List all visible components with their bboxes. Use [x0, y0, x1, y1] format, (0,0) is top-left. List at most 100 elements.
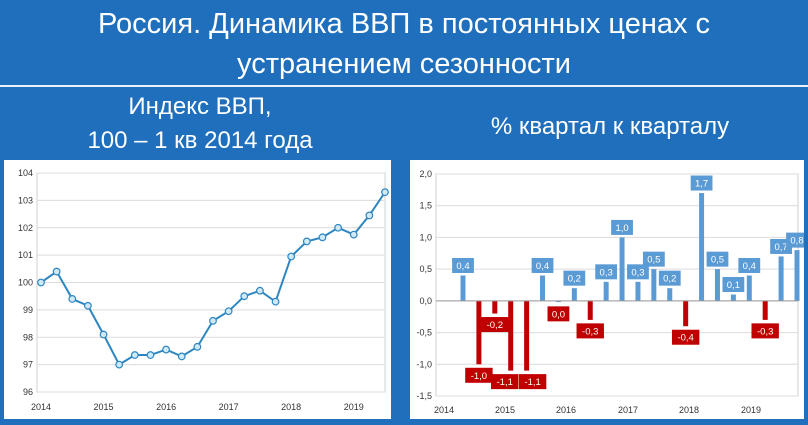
y-tick-label: -1,5 [416, 391, 432, 401]
bar [683, 300, 689, 327]
data-label-box [563, 270, 586, 286]
data-point [349, 230, 358, 239]
x-tick-label: 2017 [618, 405, 638, 415]
bar [714, 269, 720, 301]
data-point [37, 278, 45, 287]
data-label: 0,3 [631, 267, 644, 278]
data-point [209, 316, 217, 325]
data-label: 1,7 [695, 179, 708, 190]
bar [667, 288, 673, 301]
bar [746, 275, 752, 301]
data-label: 0,3 [600, 267, 613, 278]
y-tick-label: 103 [18, 195, 33, 205]
divider [0, 85, 808, 87]
data-label-box [642, 251, 665, 267]
data-point [193, 342, 202, 351]
data-label: -1,0 [471, 371, 487, 382]
data-label: -0,4 [677, 333, 693, 344]
bar [508, 300, 514, 371]
data-label-box [452, 257, 474, 273]
data-point [365, 211, 374, 220]
data-label: 0,5 [711, 255, 724, 266]
left-subtitle-line-1: Индекс ВВП, [128, 93, 272, 120]
data-label: 0,0 [552, 309, 565, 320]
x-tick-label: 2017 [219, 402, 239, 412]
data-point [68, 295, 77, 303]
data-label-box [751, 323, 779, 339]
data-point [130, 351, 139, 359]
data-point [318, 233, 327, 242]
data-point [162, 345, 170, 354]
data-label-box [481, 317, 509, 333]
page-title: Россия. Динамика ВВП в постоянных ценах … [0, 0, 808, 86]
bar [635, 281, 641, 301]
x-tick-label: 2016 [156, 402, 176, 412]
y-tick-label: 100 [18, 278, 33, 288]
data-point [224, 307, 233, 316]
y-tick-label: 97 [23, 360, 33, 370]
y-tick-label: 98 [23, 332, 33, 342]
bar [651, 269, 657, 301]
x-tick-label: 2015 [495, 405, 515, 415]
bar [587, 300, 593, 320]
data-label: 0,4 [456, 261, 469, 272]
data-label-box [531, 257, 554, 273]
bar [730, 294, 736, 301]
y-tick-label: 101 [18, 250, 33, 260]
bar [571, 288, 577, 301]
data-label: -1,1 [524, 377, 540, 388]
gdp-index-chart: 96 97 98 99 100 101 102 103 104 2014 2015 2016 2017 2… [18, 168, 389, 412]
data-label: -0,3 [582, 326, 598, 337]
data-point [287, 252, 296, 261]
data-label: 0,7 [774, 242, 787, 253]
x-tick-label: 2019 [741, 405, 761, 415]
gdp-index-chart-panel: 96 97 98 99 100 101 102 103 104 2014 2015 2016 2017 2… [4, 160, 391, 419]
data-label: -1,1 [497, 377, 513, 388]
data-point [84, 301, 92, 310]
bar [794, 250, 800, 301]
data-label-box [786, 232, 808, 248]
bar [603, 281, 609, 301]
data-label-box [706, 251, 729, 267]
x-tick-label: 2015 [94, 402, 114, 412]
data-point [334, 223, 342, 232]
data-label-box [690, 175, 713, 191]
series-line [40, 191, 386, 367]
x-tick-label: 2019 [344, 402, 364, 412]
data-label-box [671, 329, 700, 345]
data-label: 1,0 [615, 223, 628, 234]
data-label: 0,2 [568, 274, 581, 285]
y-tick-label: 99 [23, 305, 33, 315]
data-point [302, 237, 311, 246]
bar [619, 237, 625, 301]
data-label-box [611, 219, 633, 235]
data-label-box [595, 264, 618, 280]
x-tick-label: 2014 [31, 402, 51, 412]
y-tick-label: 0,0 [419, 296, 432, 306]
data-point [381, 188, 389, 197]
x-tick-label: 2018 [679, 405, 699, 415]
data-label-box [576, 323, 604, 339]
data-label-box [491, 374, 519, 390]
data-label-box [547, 306, 570, 322]
y-tick-label: 96 [23, 387, 33, 397]
bar [492, 300, 498, 314]
data-label-box [465, 367, 493, 383]
data-label: 0,5 [647, 255, 660, 266]
left-subtitle-line-2: 100 – 1 кв 2014 года [87, 127, 313, 154]
page-title-line-2: устранением сезонности [237, 48, 571, 80]
data-label-box [722, 277, 745, 293]
y-tick-label: 102 [18, 223, 33, 233]
y-tick-label: -1,0 [416, 359, 432, 369]
data-label: 0,2 [663, 274, 676, 285]
y-tick-label: 104 [18, 168, 33, 178]
bar [762, 300, 768, 320]
data-label-box [738, 257, 761, 273]
data-point [115, 360, 124, 369]
y-tick-label: 1,5 [419, 201, 432, 211]
y-tick-label: 2,0 [419, 169, 432, 179]
page-title-line-1: Россия. Динамика ВВП в постоянных ценах … [97, 8, 711, 40]
data-point [52, 267, 61, 276]
right-subtitle: % квартал к кварталу [490, 113, 730, 140]
bar [540, 275, 546, 301]
